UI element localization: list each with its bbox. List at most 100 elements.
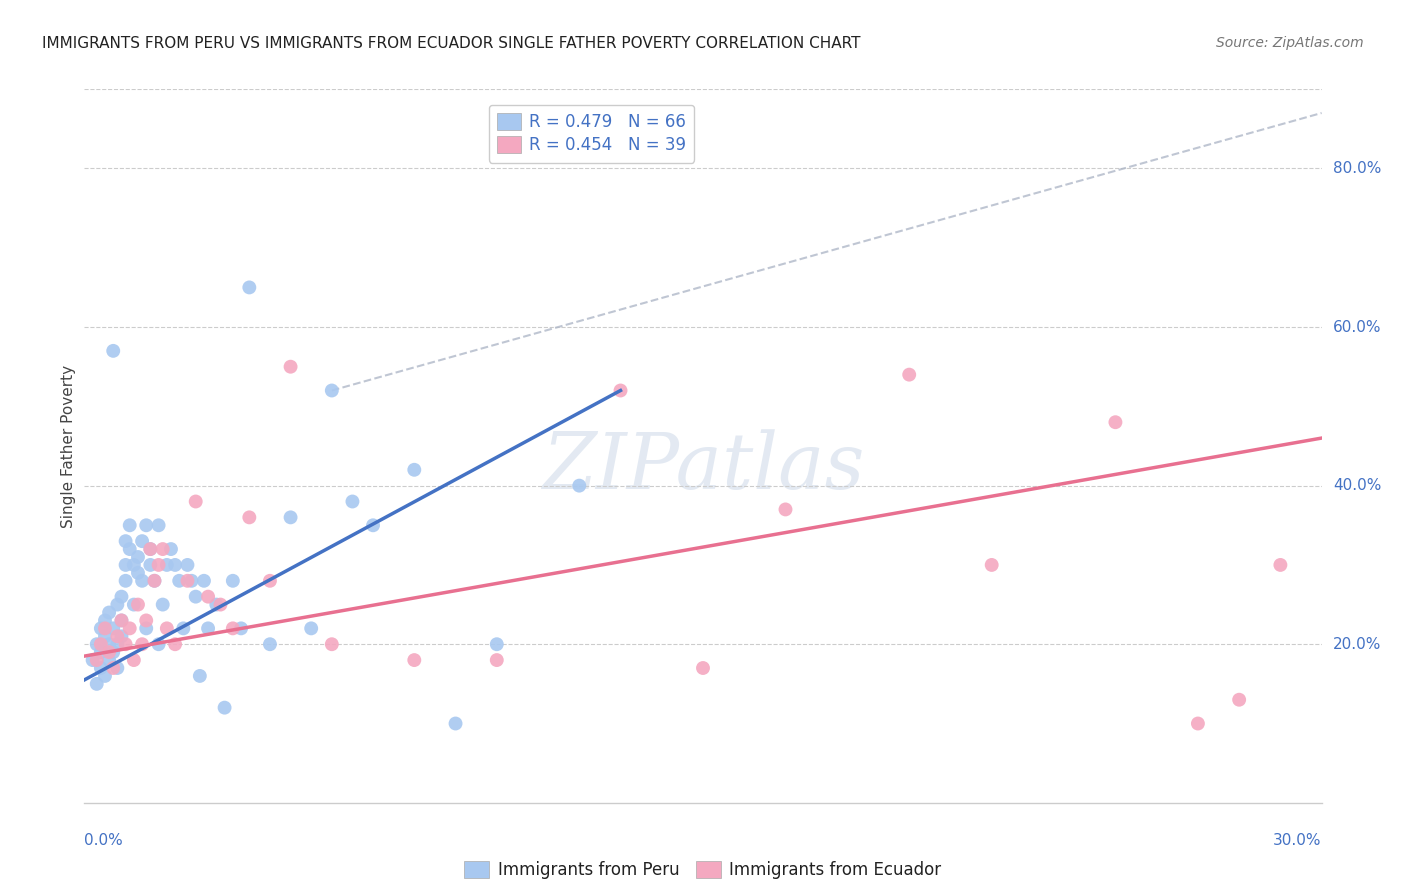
Text: 80.0%: 80.0%: [1333, 161, 1381, 176]
Point: [114, 534, 136, 549]
Point: [94, 621, 117, 635]
Point: [165, 558, 187, 572]
Point: [127, 598, 149, 612]
Point: [156, 558, 179, 572]
Point: [1187, 716, 1209, 731]
Point: [86, 653, 108, 667]
Text: 40.0%: 40.0%: [1333, 478, 1381, 493]
Point: [98, 637, 121, 651]
Point: [197, 621, 219, 635]
Text: Source: ZipAtlas.com: Source: ZipAtlas.com: [1216, 36, 1364, 50]
Point: [404, 653, 426, 667]
Point: [148, 637, 170, 651]
Point: [118, 621, 141, 635]
Point: [361, 518, 384, 533]
Point: [131, 574, 153, 588]
Point: [1227, 692, 1250, 706]
Point: [105, 598, 128, 612]
Point: [238, 510, 260, 524]
Point: [118, 542, 141, 557]
Point: [135, 518, 157, 533]
Legend: Immigrants from Peru, Immigrants from Ecuador: Immigrants from Peru, Immigrants from Ec…: [458, 854, 948, 886]
Point: [980, 558, 1002, 572]
Point: [90, 645, 112, 659]
Point: [143, 574, 166, 588]
Point: [280, 359, 302, 374]
Point: [209, 598, 232, 612]
Point: [82, 653, 104, 667]
Point: [609, 384, 631, 398]
Point: [180, 574, 202, 588]
Point: [184, 494, 207, 508]
Point: [114, 574, 136, 588]
Point: [485, 637, 508, 651]
Point: [110, 590, 132, 604]
Point: [167, 574, 190, 588]
Point: [404, 463, 426, 477]
Point: [98, 653, 121, 667]
Point: [775, 502, 797, 516]
Point: [197, 590, 219, 604]
Point: [105, 629, 128, 643]
Point: [110, 614, 132, 628]
Point: [485, 653, 508, 667]
Point: [94, 629, 117, 643]
Point: [280, 510, 302, 524]
Point: [94, 669, 117, 683]
Point: [299, 621, 322, 635]
Point: [321, 637, 343, 651]
Point: [898, 368, 921, 382]
Point: [160, 542, 183, 557]
Point: [568, 478, 591, 492]
Point: [148, 558, 170, 572]
Point: [176, 574, 198, 588]
Point: [259, 574, 281, 588]
Point: [172, 621, 194, 635]
Text: 60.0%: 60.0%: [1333, 319, 1381, 334]
Point: [98, 645, 121, 659]
Point: [342, 494, 364, 508]
Point: [692, 661, 714, 675]
Point: [135, 614, 157, 628]
Text: 30.0%: 30.0%: [1274, 833, 1322, 848]
Point: [98, 606, 121, 620]
Point: [205, 598, 228, 612]
Point: [90, 637, 112, 651]
Point: [139, 542, 162, 557]
Point: [222, 574, 245, 588]
Point: [105, 637, 128, 651]
Point: [176, 558, 198, 572]
Point: [139, 558, 162, 572]
Point: [148, 518, 170, 533]
Point: [165, 637, 187, 651]
Point: [114, 558, 136, 572]
Point: [122, 558, 145, 572]
Point: [90, 621, 112, 635]
Point: [152, 542, 174, 557]
Point: [122, 598, 145, 612]
Point: [86, 677, 108, 691]
Point: [143, 574, 166, 588]
Point: [193, 574, 215, 588]
Point: [110, 614, 132, 628]
Point: [114, 637, 136, 651]
Point: [103, 645, 125, 659]
Point: [184, 590, 207, 604]
Point: [122, 653, 145, 667]
Point: [152, 598, 174, 612]
Point: [127, 549, 149, 564]
Point: [1270, 558, 1292, 572]
Point: [188, 669, 211, 683]
Point: [118, 518, 141, 533]
Point: [321, 384, 343, 398]
Point: [214, 700, 236, 714]
Text: ZIPatlas: ZIPatlas: [541, 429, 865, 506]
Text: 0.0%: 0.0%: [84, 833, 124, 848]
Point: [127, 566, 149, 580]
Point: [135, 621, 157, 635]
Point: [131, 534, 153, 549]
Point: [105, 661, 128, 675]
Point: [238, 280, 260, 294]
Point: [94, 614, 117, 628]
Text: 20.0%: 20.0%: [1333, 637, 1381, 652]
